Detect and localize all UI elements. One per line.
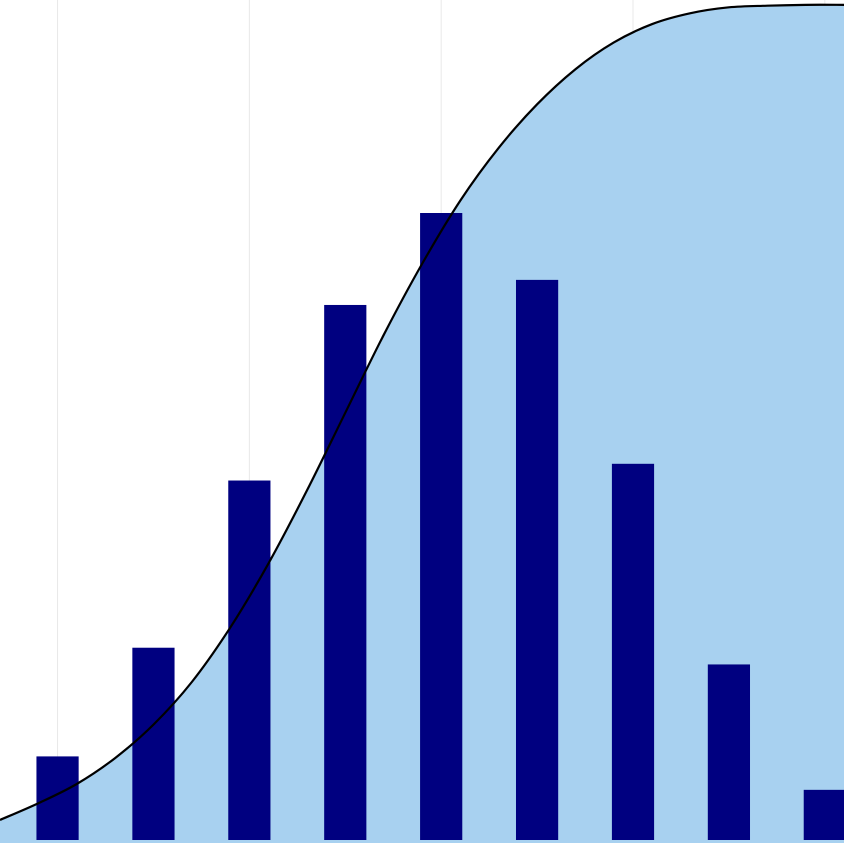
bar-5 [420,213,463,840]
bar-8 [707,664,751,840]
bar-2 [132,647,175,840]
bar-6 [515,279,559,840]
bar-7 [611,463,655,840]
bar-3 [228,480,271,840]
bar-9 [803,789,844,840]
cumulative-curve-line [0,3,844,821]
bars [36,213,844,841]
bar-4 [324,304,367,841]
bar-1 [36,756,79,840]
